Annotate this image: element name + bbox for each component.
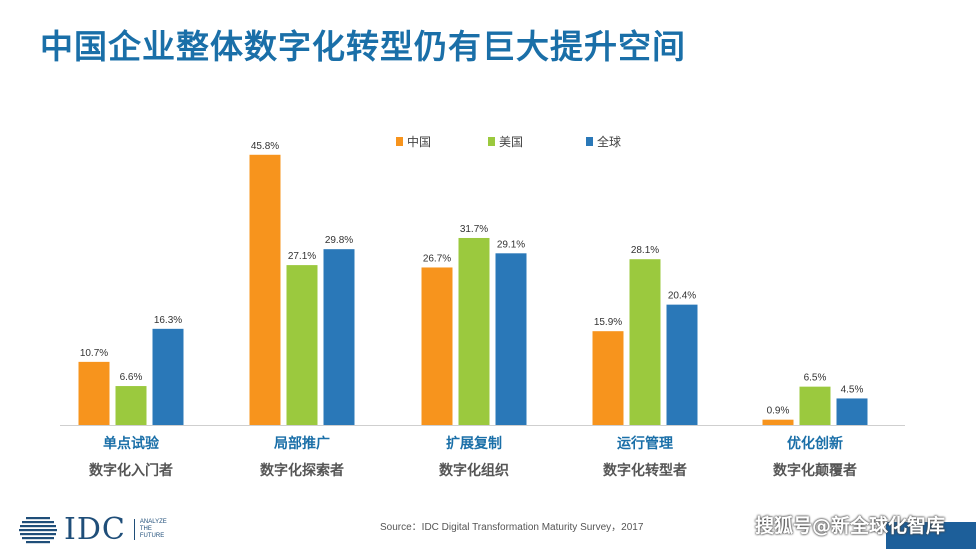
bar <box>78 361 110 425</box>
brand-name: IDC <box>64 512 126 547</box>
page-title: 中国企业整体数字化转型仍有巨大提升空间 <box>40 27 686 66</box>
bar <box>762 419 794 425</box>
bar <box>249 154 281 425</box>
data-label: 20.4% <box>668 291 696 302</box>
data-label: 29.1% <box>497 239 525 250</box>
bar <box>495 253 527 425</box>
data-label: 15.9% <box>594 317 622 328</box>
category-label: 单点试验 <box>103 435 160 452</box>
chart-bars: 10.7% 6.6% 16.3% 45.8% 27.1% 29.8% 26.7% 31.7% 2… <box>78 141 868 425</box>
tagline-line: FUTURE <box>139 533 165 539</box>
bar <box>836 398 868 425</box>
data-label: 4.5% <box>841 384 864 395</box>
brand-tagline: ANALYZE THE FUTURE <box>133 519 167 540</box>
idc-brand: IDC ANALYZE THE FUTURE <box>18 512 167 547</box>
bar <box>115 386 147 425</box>
category-label: 局部推广 <box>274 435 330 452</box>
bar <box>152 328 184 425</box>
subcategory-label: 数字化入门者 <box>89 462 173 479</box>
data-label: 45.8% <box>251 141 279 152</box>
tagline-line: THE <box>139 526 152 532</box>
data-label: 31.7% <box>460 224 488 235</box>
category-label: 运行管理 <box>617 435 673 452</box>
data-label: 6.6% <box>120 372 143 383</box>
data-label: 29.8% <box>325 235 353 246</box>
data-label: 0.9% <box>767 406 790 417</box>
data-label: 16.3% <box>154 315 182 326</box>
tagline-line: ANALYZE <box>139 519 167 525</box>
bar <box>629 259 661 425</box>
bar <box>458 237 490 425</box>
subcategory-label: 数字化颠覆者 <box>773 462 857 479</box>
data-label: 26.7% <box>423 253 451 264</box>
data-label: 10.7% <box>80 348 108 359</box>
subcategory-label: 数字化探索者 <box>260 462 344 479</box>
legend-swatch <box>396 137 403 146</box>
data-label: 27.1% <box>288 251 316 262</box>
corner-decoration <box>886 522 976 549</box>
bar <box>799 386 831 425</box>
subcategory-label: 数字化转型者 <box>603 462 687 479</box>
category-label: 扩展复制 <box>446 435 502 452</box>
data-label: 28.1% <box>631 245 659 256</box>
idc-globe-icon <box>19 516 57 543</box>
legend-label: 中国 <box>407 134 431 149</box>
bar <box>421 267 453 425</box>
subcategory-label: 数字化组织 <box>439 462 509 479</box>
watermark: 搜狐号@新全球化智库 <box>755 515 946 537</box>
bar <box>323 249 355 425</box>
bar <box>592 331 624 425</box>
legend-swatch <box>586 137 593 146</box>
chart-legend: 中国 美国 全球 <box>396 134 621 149</box>
bar <box>286 265 318 425</box>
legend-label: 美国 <box>499 135 523 149</box>
bar <box>666 304 698 425</box>
category-label: 优化创新 <box>787 435 843 452</box>
source-note: Source：IDC Digital Transformation Maturi… <box>380 522 644 533</box>
legend-label: 全球 <box>597 134 621 149</box>
legend-swatch <box>488 137 495 146</box>
data-label: 6.5% <box>804 373 827 384</box>
